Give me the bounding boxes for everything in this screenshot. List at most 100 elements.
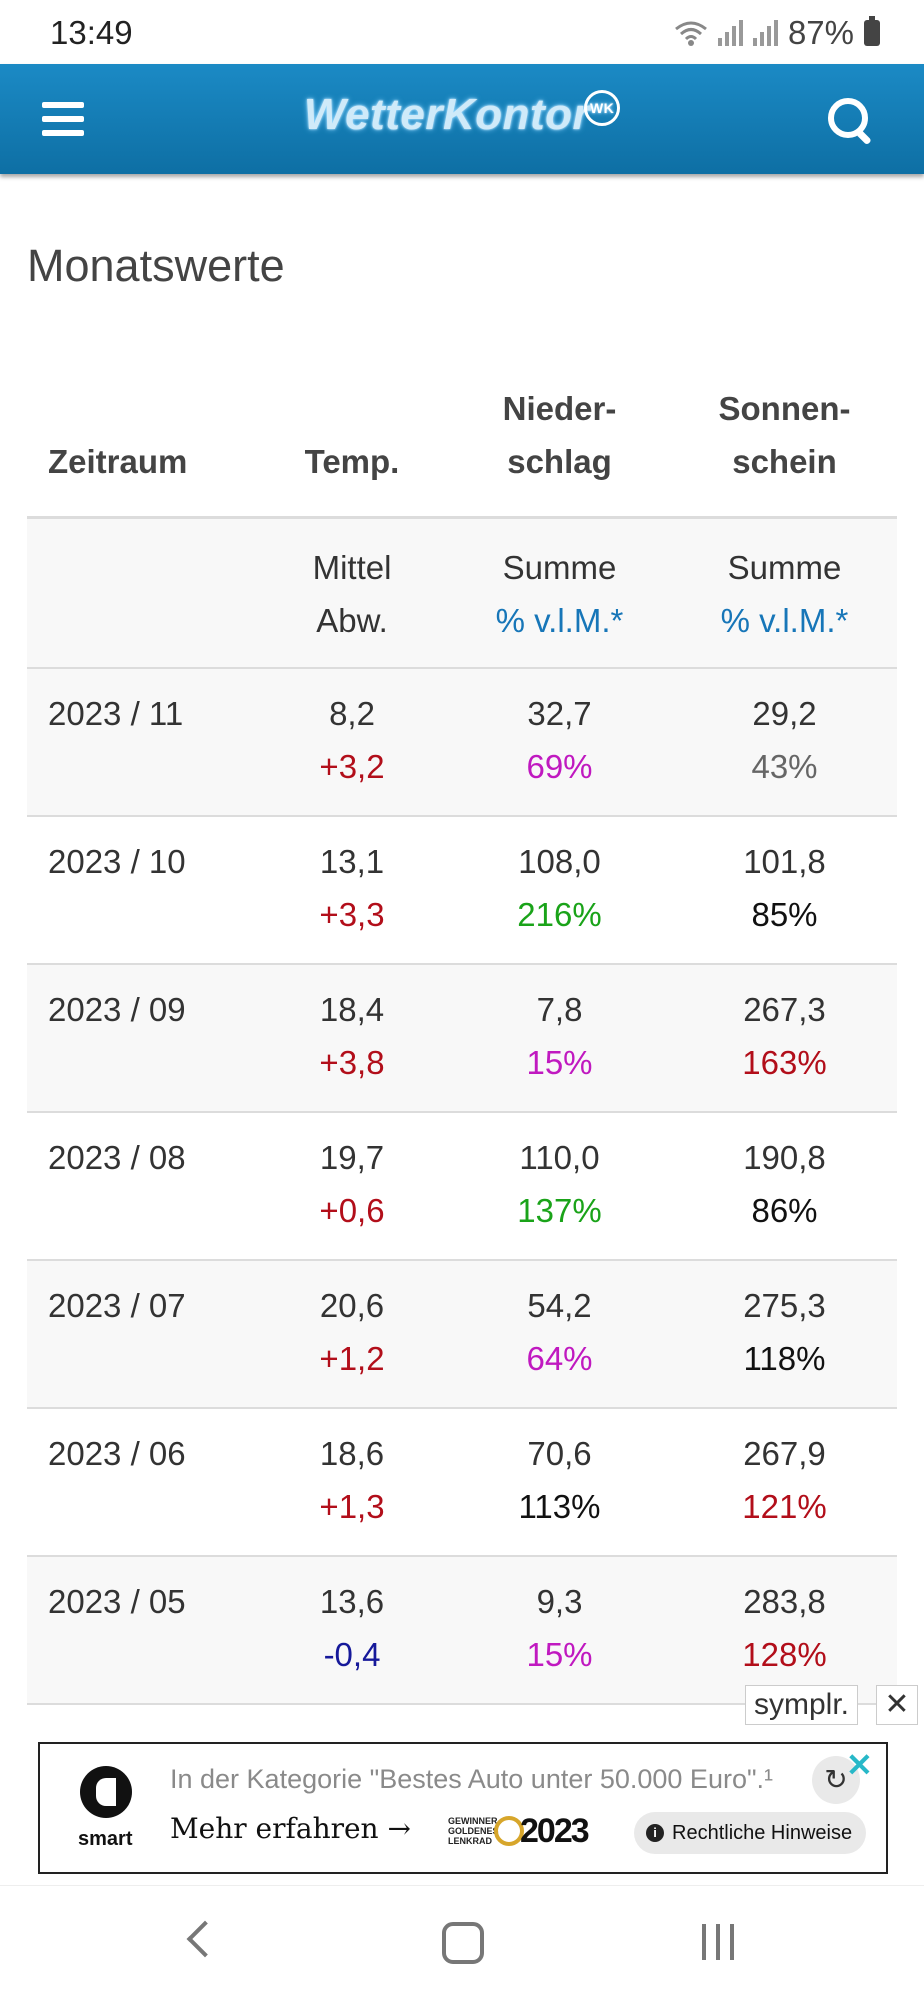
award-text: GEWINNER GOLDENES LENKRAD	[448, 1816, 499, 1846]
table-row: 2023 / 05 13,6 -0,4 9,3 15% 283,8 128%	[27, 1556, 897, 1705]
cell-sun: 267,3 163%	[672, 964, 897, 1113]
precip-percent: 69%	[526, 748, 593, 785]
temp-deviation: +1,2	[319, 1340, 385, 1377]
temp-mean: 19,7	[319, 1139, 385, 1176]
info-icon: i	[646, 1824, 664, 1842]
cell-sun: 190,8 86%	[672, 1112, 897, 1261]
status-time: 13:49	[50, 14, 133, 51]
table-row: 2023 / 07 20,6 +1,2 54,2 64% 275,3 118%	[27, 1260, 897, 1409]
cell-temp: 18,6 +1,3	[257, 1408, 447, 1557]
brand-logo[interactable]: WetterKontorWK	[0, 90, 924, 140]
precip-sum: 9,3	[536, 1583, 583, 1620]
precip-percent: 15%	[526, 1044, 593, 1081]
subheader-sun-pct-link[interactable]: % v.l.M.*	[720, 602, 849, 639]
sun-sum: 283,8	[743, 1583, 826, 1620]
precip-sum: 110,0	[519, 1139, 600, 1176]
cell-sun: 29,2 43%	[672, 668, 897, 817]
header-temp: Temp.	[257, 348, 447, 519]
cell-precip: 108,0 216%	[447, 816, 672, 965]
page-title: Monatswerte	[27, 240, 285, 291]
cell-precip: 7,8 15%	[447, 964, 672, 1113]
sun-percent: 85%	[751, 896, 818, 933]
ad-cta[interactable]: Mehr erfahren →	[170, 1812, 411, 1845]
cell-precip: 9,3 15%	[447, 1556, 672, 1705]
battery-percent: 87%	[787, 14, 854, 51]
subheader-precip: Summe % v.l.M.*	[447, 517, 672, 669]
header-sun-line1: Sonnen-	[718, 390, 851, 427]
precip-sum: 32,7	[527, 695, 592, 732]
award-year: 2023	[520, 1812, 590, 1850]
cell-sun: 101,8 85%	[672, 816, 897, 965]
header-period: Zeitraum	[27, 348, 257, 519]
subheader-temp-dev: Abw.	[316, 602, 388, 639]
sun-sum: 190,8	[743, 1139, 826, 1176]
brand-mark: WK	[584, 90, 621, 126]
signal-icon	[752, 20, 778, 46]
ad-claim: In der Kategorie "Bestes Auto unter 50.0…	[170, 1764, 774, 1794]
precip-percent: 137%	[517, 1192, 602, 1229]
cell-precip: 110,0 137%	[447, 1112, 672, 1261]
status-icons: 87%	[674, 14, 880, 52]
temp-mean: 20,6	[319, 1287, 385, 1324]
search-icon[interactable]	[828, 98, 872, 146]
precip-percent: 15%	[526, 1636, 593, 1673]
cell-precip: 32,7 69%	[447, 668, 672, 817]
subheader-sun: Summe % v.l.M.*	[672, 517, 897, 669]
subheader-precip-pct-link[interactable]: % v.l.M.*	[495, 602, 624, 639]
table-row: 2023 / 09 18,4 +3,8 7,8 15% 267,3 163%	[27, 964, 897, 1113]
smart-logo	[80, 1766, 132, 1818]
cell-temp: 18,4 +3,8	[257, 964, 447, 1113]
subheader-temp: Mittel Abw.	[257, 517, 447, 669]
table-row: 2023 / 10 13,1 +3,3 108,0 216% 101,8 85%	[27, 816, 897, 965]
subheader-temp-mean: Mittel	[312, 549, 392, 586]
monthly-values-table: Zeitraum Temp. Nieder-schlag Sonnen-sche…	[27, 348, 897, 1705]
ad-close-button[interactable]: ✕	[876, 1685, 918, 1725]
table-subheader-row: Mittel Abw. Summe % v.l.M.* Summe % v.l.M.*	[27, 517, 897, 669]
ad-x-icon[interactable]: ✕	[846, 1747, 873, 1783]
system-nav-bar	[0, 1885, 924, 2001]
subheader-sun-sum: Summe	[727, 549, 842, 586]
temp-mean: 8,2	[329, 695, 375, 732]
award-badge: GEWINNER GOLDENES LENKRAD 2023	[448, 1812, 594, 1852]
table-row: 2023 / 11 8,2 +3,2 32,7 69% 29,2 43%	[27, 668, 897, 817]
sun-sum: 275,3	[743, 1287, 826, 1324]
precip-sum: 70,6	[527, 1435, 592, 1472]
precip-percent: 113%	[518, 1488, 601, 1525]
temp-mean: 18,6	[319, 1435, 385, 1472]
cell-period: 2023 / 09	[27, 964, 257, 1113]
header-precip-line1: Nieder-	[502, 390, 617, 427]
header-precip-line2: schlag	[507, 443, 612, 480]
temp-mean: 18,4	[319, 991, 385, 1028]
ad-provider-label[interactable]: symplr.	[745, 1685, 859, 1725]
temp-mean: 13,1	[319, 843, 385, 880]
temp-deviation: +3,3	[319, 896, 385, 933]
cell-temp: 13,1 +3,3	[257, 816, 447, 965]
brand-name: WetterKontor	[303, 90, 591, 139]
precip-sum: 7,8	[536, 991, 583, 1028]
cell-period: 2023 / 06	[27, 1408, 257, 1557]
temp-deviation: +0,6	[319, 1192, 385, 1229]
battery-icon	[864, 16, 880, 46]
table-row: 2023 / 08 19,7 +0,6 110,0 137% 190,8 86%	[27, 1112, 897, 1261]
ad-legal-button[interactable]: i Rechtliche Hinweise	[634, 1812, 867, 1854]
replay-icon[interactable]: ↻	[812, 1756, 860, 1804]
back-icon[interactable]	[186, 1920, 224, 1958]
cell-precip: 54,2 64%	[447, 1260, 672, 1409]
header-precip: Nieder-schlag	[447, 348, 672, 519]
subheader-period	[27, 517, 257, 669]
temp-deviation: +1,3	[319, 1488, 385, 1525]
steering-wheel-icon	[494, 1816, 524, 1846]
temp-deviation: +3,2	[319, 748, 385, 785]
ad-brand: smart	[78, 1828, 133, 1850]
sun-percent: 121%	[742, 1488, 827, 1525]
recents-icon[interactable]	[702, 1924, 734, 1960]
cell-period: 2023 / 07	[27, 1260, 257, 1409]
cell-period: 2023 / 08	[27, 1112, 257, 1261]
ad-banner[interactable]: smart In der Kategorie "Bestes Auto unte…	[38, 1742, 888, 1874]
sun-sum: 101,8	[743, 843, 826, 880]
cell-sun: 275,3 118%	[672, 1260, 897, 1409]
hamburger-icon[interactable]	[42, 102, 84, 136]
cell-temp: 8,2 +3,2	[257, 668, 447, 817]
home-icon[interactable]	[442, 1922, 484, 1964]
table-row: 2023 / 06 18,6 +1,3 70,6 113% 267,9 121%	[27, 1408, 897, 1557]
